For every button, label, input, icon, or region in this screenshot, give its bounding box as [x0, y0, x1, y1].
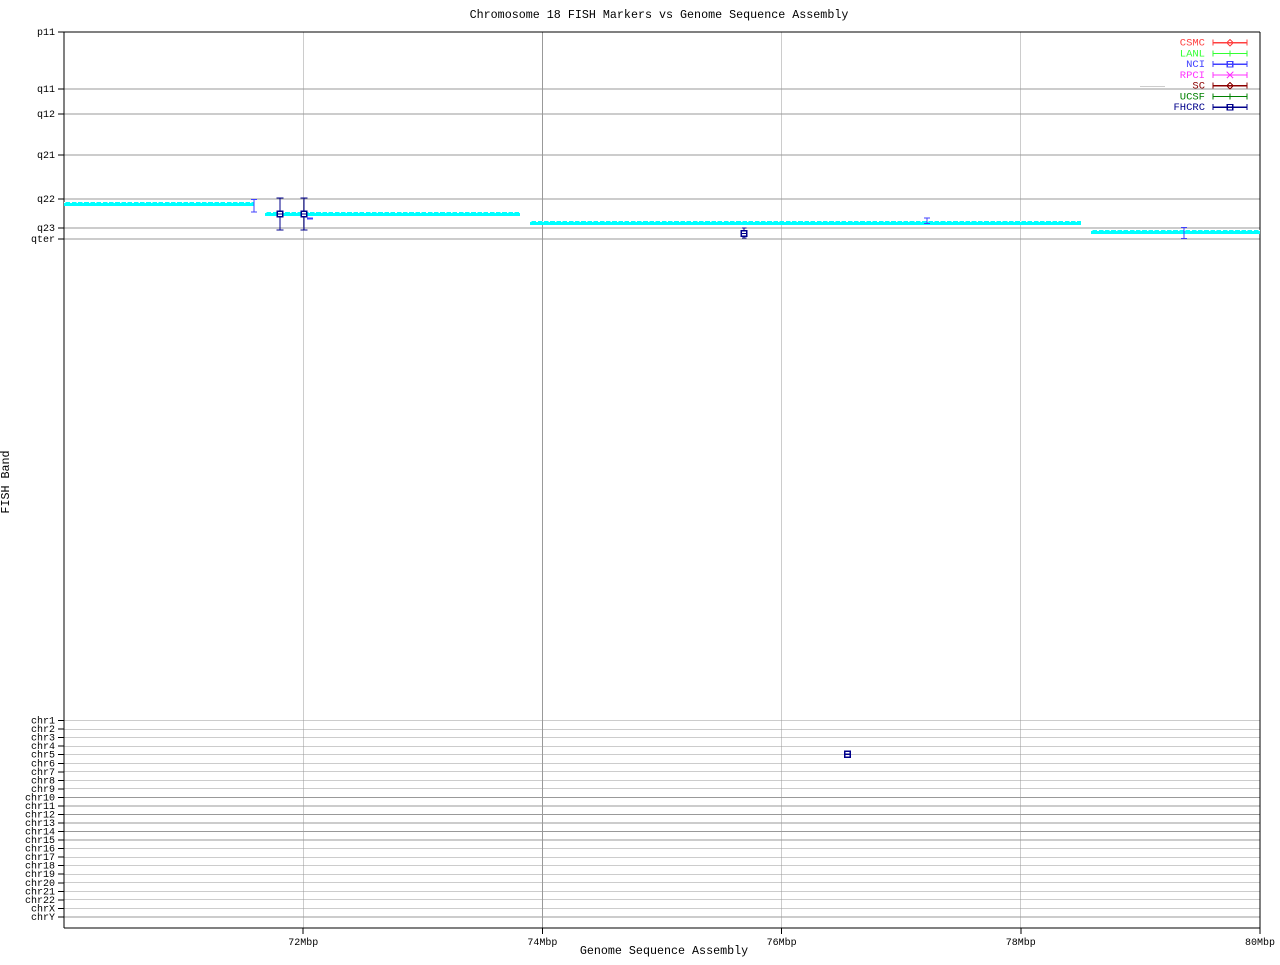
svg-text:74Mbp: 74Mbp — [527, 937, 557, 949]
svg-text:76Mbp: 76Mbp — [767, 937, 797, 949]
svg-text:80Mbp: 80Mbp — [1245, 937, 1275, 949]
svg-text:FHCRC: FHCRC — [1173, 102, 1205, 114]
svg-text:q23: q23 — [37, 224, 55, 235]
svg-text:FISH Band: FISH Band — [0, 450, 13, 513]
svg-text:qter: qter — [31, 235, 55, 246]
svg-text:q22: q22 — [37, 195, 55, 206]
svg-text:72Mbp: 72Mbp — [288, 937, 318, 949]
svg-text:q12: q12 — [37, 110, 55, 121]
svg-text:q21: q21 — [37, 151, 55, 162]
svg-text:Genome Sequence Assembly: Genome Sequence Assembly — [580, 944, 748, 958]
svg-text:Chromosome 18 FISH Markers vs: Chromosome 18 FISH Markers vs Genome Seq… — [470, 8, 849, 22]
svg-text:p11: p11 — [37, 28, 55, 39]
svg-text:q11: q11 — [37, 85, 55, 96]
svg-text:chrY: chrY — [31, 912, 55, 924]
svg-text:78Mbp: 78Mbp — [1006, 937, 1036, 949]
